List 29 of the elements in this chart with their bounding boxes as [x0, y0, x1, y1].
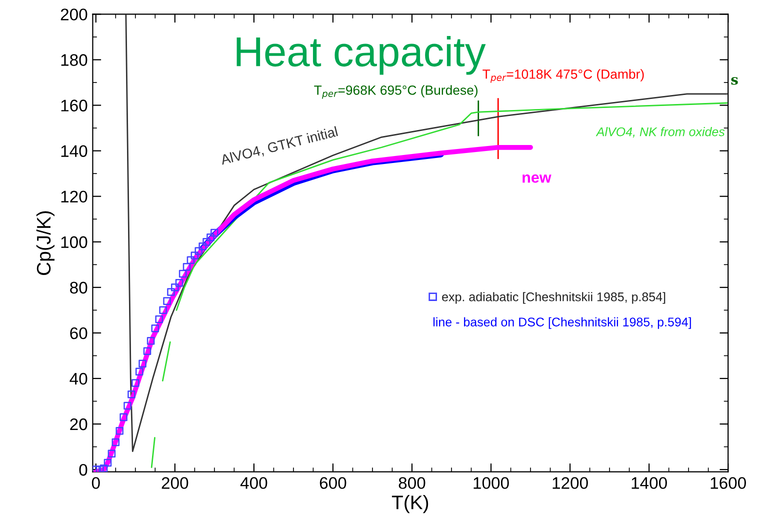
x-tick-label: 1600: [710, 477, 746, 489]
x-tick-label: 800: [398, 477, 426, 489]
legend-label: exp. adiabatic [Cheshnitskii 1985, p.854]: [442, 292, 666, 304]
y-tick-label: 40: [70, 372, 88, 385]
text: s: [731, 77, 738, 85]
x-tick-label: 0: [92, 477, 100, 489]
y-tick-label: 80: [70, 282, 88, 294]
y-tick-label: 100: [61, 236, 88, 248]
series-label: AlVO4, NK from oxides: [596, 127, 725, 138]
y-tick-label: 0: [79, 464, 88, 476]
y-tick-label: 60: [70, 327, 88, 340]
y-tick-label: 140: [61, 145, 88, 158]
x-tick-label: 400: [240, 477, 268, 489]
x-tick-label: 200: [162, 477, 188, 489]
y-tick-label: 20: [70, 418, 88, 430]
y-tick-label: 200: [60, 8, 88, 20]
text: AlVO4, GTKT initial: [220, 126, 338, 166]
y-tick-label: 180: [61, 54, 88, 66]
x-tick-label: 1400: [632, 477, 667, 489]
y-tick-label: 120: [61, 190, 88, 203]
y-axis-title: Cp(J/K): [36, 211, 54, 275]
y-tick-label: 160: [61, 100, 88, 112]
x-axis-title: T(K): [392, 494, 428, 514]
series-label: new: [522, 174, 552, 183]
text: line - based on DSC [Cheshnitskii 1985, p.594]: [433, 317, 691, 329]
x-tick-label: 1000: [474, 477, 509, 489]
ref-line-label: T$_{per}$=968K 695°C (Burdese): [314, 85, 478, 99]
x-tick-label: 600: [320, 477, 346, 489]
x-tick-label: 1200: [552, 477, 588, 489]
